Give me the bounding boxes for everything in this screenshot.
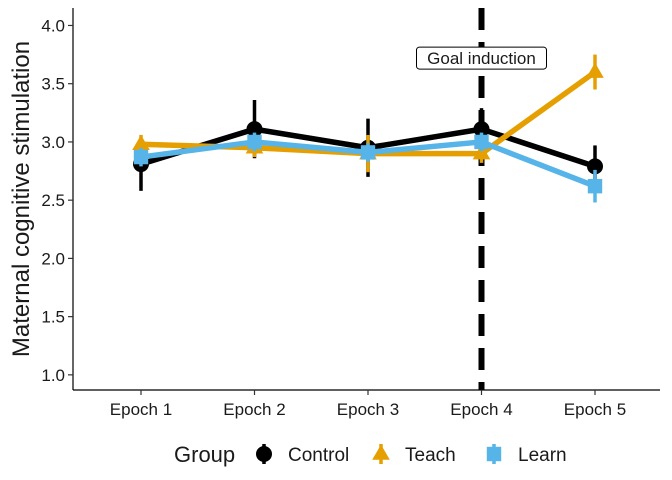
y-tick-label: 2.5 (41, 191, 65, 210)
legend-key-marker (372, 444, 390, 460)
legend-item-control: Control (256, 444, 349, 466)
y-tick-label: 3.0 (41, 133, 65, 152)
data-point (247, 134, 262, 150)
y-tick-label: 2.0 (41, 249, 65, 268)
x-tick-label: Epoch 1 (110, 400, 172, 419)
x-tick-label: Epoch 2 (223, 400, 285, 419)
series-learn (133, 132, 603, 203)
y-axis-title: Maternal cognitive stimulation (8, 41, 35, 357)
data-point (473, 121, 490, 138)
legend-label: Teach (405, 445, 456, 466)
x-tick-label: Epoch 3 (337, 400, 399, 419)
data-point (133, 149, 149, 165)
legend-label: Control (288, 445, 349, 466)
annotation-label: Goal induction (427, 49, 536, 68)
legend-label: Learn (518, 445, 567, 466)
y-tick-label: 4.0 (41, 16, 65, 35)
legend-key-marker (486, 446, 502, 462)
x-tick-label: Epoch 5 (564, 400, 626, 419)
y-tick-label: 3.5 (41, 75, 65, 94)
data-point (586, 62, 604, 78)
data-point (246, 121, 263, 138)
y-tick-label: 1.0 (41, 366, 65, 385)
legend-item-learn: Learn (486, 444, 567, 466)
data-point (587, 158, 603, 175)
legend-title: Group (174, 442, 235, 467)
annotation-box (416, 46, 547, 70)
data-point (472, 144, 491, 160)
y-tick-label: 1.5 (41, 308, 65, 327)
data-point (474, 134, 489, 150)
data-point (132, 134, 150, 151)
legend: Group Control Teach Learn (174, 442, 567, 467)
data-point (360, 145, 376, 160)
legend-key-marker (256, 446, 272, 462)
data-point (587, 178, 603, 194)
legend-item-teach: Teach (372, 444, 456, 466)
x-tick-label: Epoch 4 (450, 400, 512, 419)
